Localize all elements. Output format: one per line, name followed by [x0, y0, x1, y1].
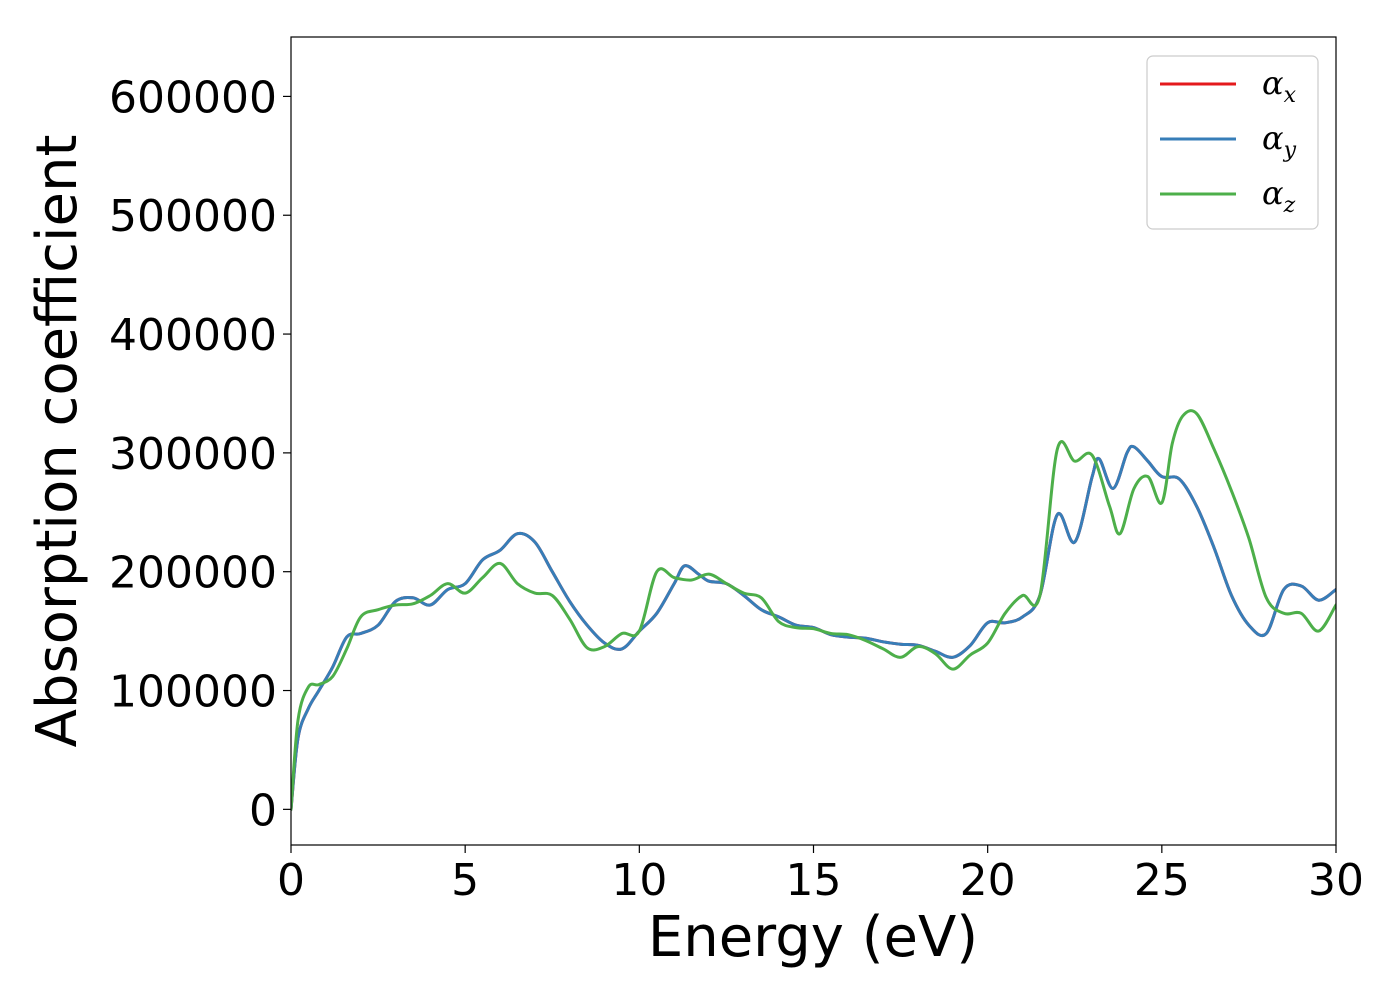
y-tick-label: 0	[249, 785, 277, 836]
legend-label-x: αx	[1262, 64, 1297, 108]
legend-box	[1146, 55, 1319, 230]
legend-label-y: αy	[1262, 119, 1297, 163]
y-tick-label: 100000	[109, 667, 277, 718]
legend: αx αy αz	[1146, 55, 1319, 230]
x-tick-label: 0	[277, 855, 305, 906]
x-tick-label: 15	[786, 855, 842, 906]
x-tick-label: 25	[1134, 855, 1190, 906]
series-line-y	[291, 444, 1336, 811]
y-tick-label: 200000	[109, 548, 277, 599]
x-tick-label: 20	[960, 855, 1016, 906]
y-axis-label: Absorption coefficient	[25, 135, 90, 748]
y-tick-label: 500000	[109, 191, 277, 242]
legend-label-z: αz	[1262, 174, 1296, 218]
y-tick-label: 600000	[109, 72, 277, 123]
x-tick-label: 10	[611, 855, 667, 906]
y-tick-label: 400000	[109, 310, 277, 361]
x-axis-label: Energy (eV)	[648, 905, 978, 970]
y-tick-label: 300000	[109, 429, 277, 480]
x-tick-label: 30	[1308, 855, 1364, 906]
x-tick-label: 5	[451, 855, 479, 906]
series-layer	[291, 409, 1336, 811]
x-axis-ticks: 0 5 10 15 20 25 30	[277, 845, 1364, 906]
y-axis-ticks: 0 100000 200000 300000 400000 500000 600000	[109, 72, 291, 836]
series-line-z	[291, 409, 1336, 811]
